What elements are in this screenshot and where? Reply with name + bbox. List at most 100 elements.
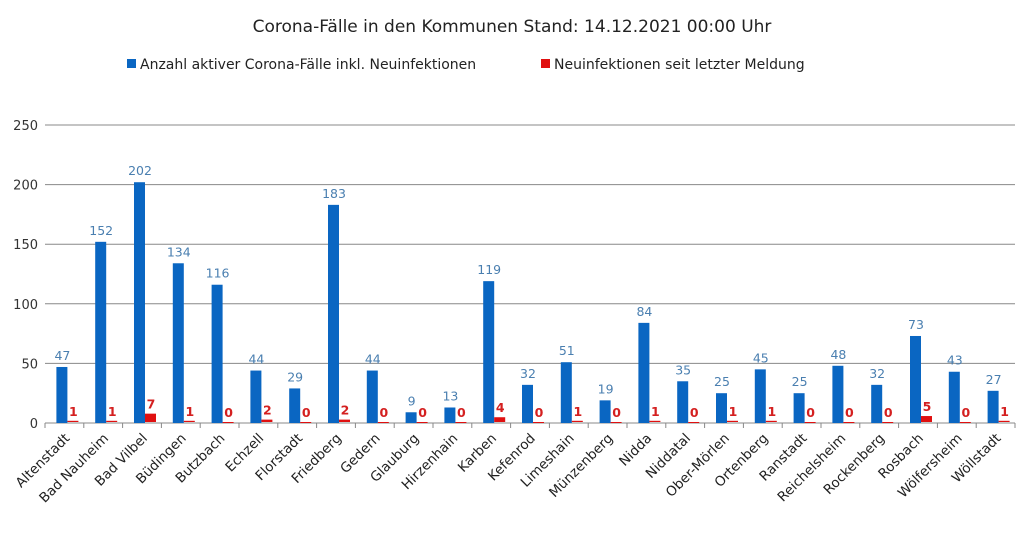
- bar-new: [998, 420, 1010, 422]
- data-label-new: 1: [767, 404, 776, 419]
- bar-new: [300, 422, 312, 423]
- bar-new: [804, 422, 816, 423]
- data-label-active: 25: [714, 374, 730, 389]
- bar-new: [106, 420, 118, 422]
- legend: Anzahl aktiver Corona-Fälle inkl. Neuinf…: [127, 57, 805, 73]
- y-tick-label: 100: [13, 298, 38, 313]
- data-label-new: 0: [806, 405, 815, 420]
- data-label-new: 1: [69, 404, 78, 419]
- data-label-new: 7: [147, 397, 156, 412]
- y-tick-label: 50: [21, 357, 38, 372]
- data-label-active: 27: [986, 372, 1002, 387]
- bar-active: [910, 335, 921, 423]
- data-label-active: 44: [248, 352, 264, 367]
- data-label-active: 84: [636, 304, 652, 319]
- data-label-active: 152: [89, 223, 113, 238]
- bar-active: [599, 400, 611, 423]
- bar-new: [145, 413, 156, 422]
- data-label-active: 116: [206, 266, 230, 281]
- data-label-active: 43: [947, 353, 963, 368]
- data-label-active: 19: [598, 381, 614, 396]
- data-label-new: 0: [961, 405, 970, 420]
- legend-label-new: Neuinfektionen seit letzter Meldung: [554, 57, 805, 73]
- data-label-new: 0: [535, 405, 544, 420]
- data-label-new: 0: [224, 405, 233, 420]
- data-label-active: 35: [675, 362, 691, 377]
- bar-new: [67, 420, 79, 422]
- data-label-active: 45: [753, 350, 769, 365]
- data-label-active: 29: [287, 369, 303, 384]
- bar-new: [688, 422, 700, 423]
- data-label-active: 48: [830, 347, 846, 362]
- data-label-new: 0: [457, 405, 466, 420]
- bar-active: [560, 362, 572, 423]
- data-label-new: 0: [379, 405, 388, 420]
- legend-swatch-new: [541, 59, 550, 68]
- bar-new: [377, 422, 389, 423]
- bar-active: [328, 204, 339, 423]
- data-label-new: 1: [108, 404, 117, 419]
- bar-new: [183, 420, 195, 422]
- bar-new: [727, 420, 738, 422]
- y-tick-label: 0: [30, 417, 38, 432]
- bar-active: [366, 370, 378, 423]
- bar-active: [444, 407, 456, 423]
- data-label-new: 0: [845, 405, 854, 420]
- bar-active: [716, 393, 727, 423]
- data-label-active: 25: [792, 374, 808, 389]
- bar-new: [533, 422, 544, 423]
- bar-new: [765, 420, 777, 422]
- bar-active: [948, 371, 960, 423]
- data-label-new: 2: [263, 403, 272, 418]
- y-tick-label: 250: [13, 119, 38, 134]
- data-label-new: 2: [341, 403, 350, 418]
- data-label-new: 1: [651, 404, 660, 419]
- data-label-new: 1: [185, 404, 194, 419]
- data-label-active: 119: [477, 262, 501, 277]
- bar-active: [172, 263, 184, 423]
- bar-new: [882, 422, 894, 423]
- data-label-active: 32: [869, 366, 885, 381]
- bar-active: [793, 393, 805, 423]
- y-tick-label: 200: [13, 179, 38, 194]
- bar-new: [649, 420, 661, 422]
- data-label-new: 0: [612, 405, 621, 420]
- bar-new: [416, 422, 428, 423]
- bar-active: [289, 388, 301, 423]
- bar-active: [987, 390, 999, 423]
- bar-new: [494, 417, 506, 422]
- bar-active: [250, 370, 262, 423]
- bar-active: [754, 369, 766, 423]
- data-label-new: 4: [496, 400, 505, 415]
- data-label-active: 73: [908, 317, 924, 332]
- data-label-new: 5: [923, 399, 932, 414]
- data-label-active: 51: [559, 343, 575, 358]
- data-label-active: 13: [442, 389, 458, 404]
- data-label-active: 9: [408, 393, 416, 408]
- bar-active: [483, 281, 495, 423]
- data-label-active: 44: [365, 352, 381, 367]
- data-label-active: 47: [54, 348, 70, 363]
- bar-active: [832, 365, 844, 423]
- bar-active: [405, 412, 417, 423]
- data-label-active: 134: [167, 244, 191, 259]
- bar-new: [571, 420, 583, 422]
- data-label-active: 202: [128, 163, 152, 178]
- bar-new: [339, 419, 350, 422]
- bar-active: [522, 384, 533, 423]
- bar-new: [959, 422, 971, 423]
- bar-active: [134, 182, 145, 423]
- bar-active: [871, 384, 883, 423]
- bar-new: [921, 416, 932, 422]
- bar-new: [610, 422, 622, 423]
- bar-new: [455, 422, 467, 423]
- data-label-new: 1: [729, 404, 738, 419]
- data-label-active: 32: [520, 366, 536, 381]
- data-label-active: 183: [322, 186, 346, 201]
- data-label-new: 0: [302, 405, 311, 420]
- data-label-new: 0: [884, 405, 893, 420]
- legend-label-active: Anzahl aktiver Corona-Fälle inkl. Neuinf…: [140, 57, 476, 73]
- bar-new: [843, 422, 855, 423]
- bar-active: [677, 381, 689, 423]
